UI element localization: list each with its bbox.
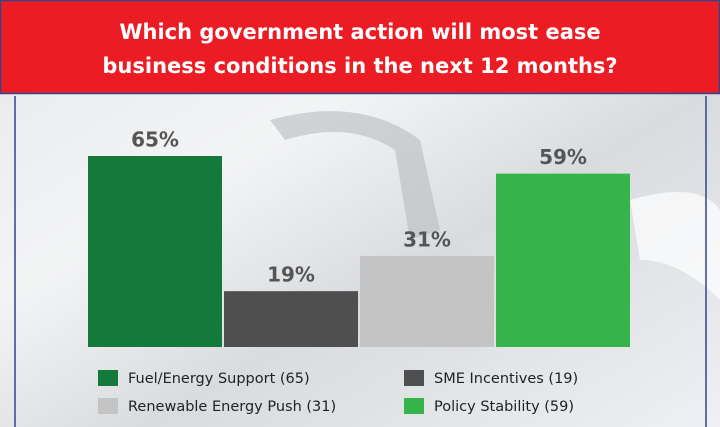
legend-swatch bbox=[98, 398, 118, 414]
legend-swatch bbox=[98, 370, 118, 386]
nozzle-shape bbox=[270, 111, 440, 240]
value-label: 59% bbox=[539, 145, 587, 169]
legend-swatch bbox=[404, 398, 424, 414]
legend-label: Fuel/Energy Support (65) bbox=[128, 371, 310, 387]
bar bbox=[224, 291, 358, 347]
bar bbox=[360, 255, 494, 347]
value-label: 65% bbox=[131, 128, 179, 152]
chart-title: Which government action will most ease bbox=[119, 20, 600, 44]
legend-label: Policy Stability (59) bbox=[434, 399, 574, 415]
value-label: 31% bbox=[403, 227, 451, 251]
value-label: 19% bbox=[267, 263, 315, 287]
bar bbox=[88, 156, 222, 347]
legend-label: SME Incentives (19) bbox=[434, 371, 578, 387]
hand-shape bbox=[630, 192, 720, 300]
title-banner bbox=[0, 0, 720, 95]
bar bbox=[496, 173, 630, 347]
legend-swatch bbox=[404, 370, 424, 386]
chart-title: business conditions in the next 12 month… bbox=[102, 54, 617, 78]
legend-label: Renewable Energy Push (31) bbox=[128, 399, 336, 415]
